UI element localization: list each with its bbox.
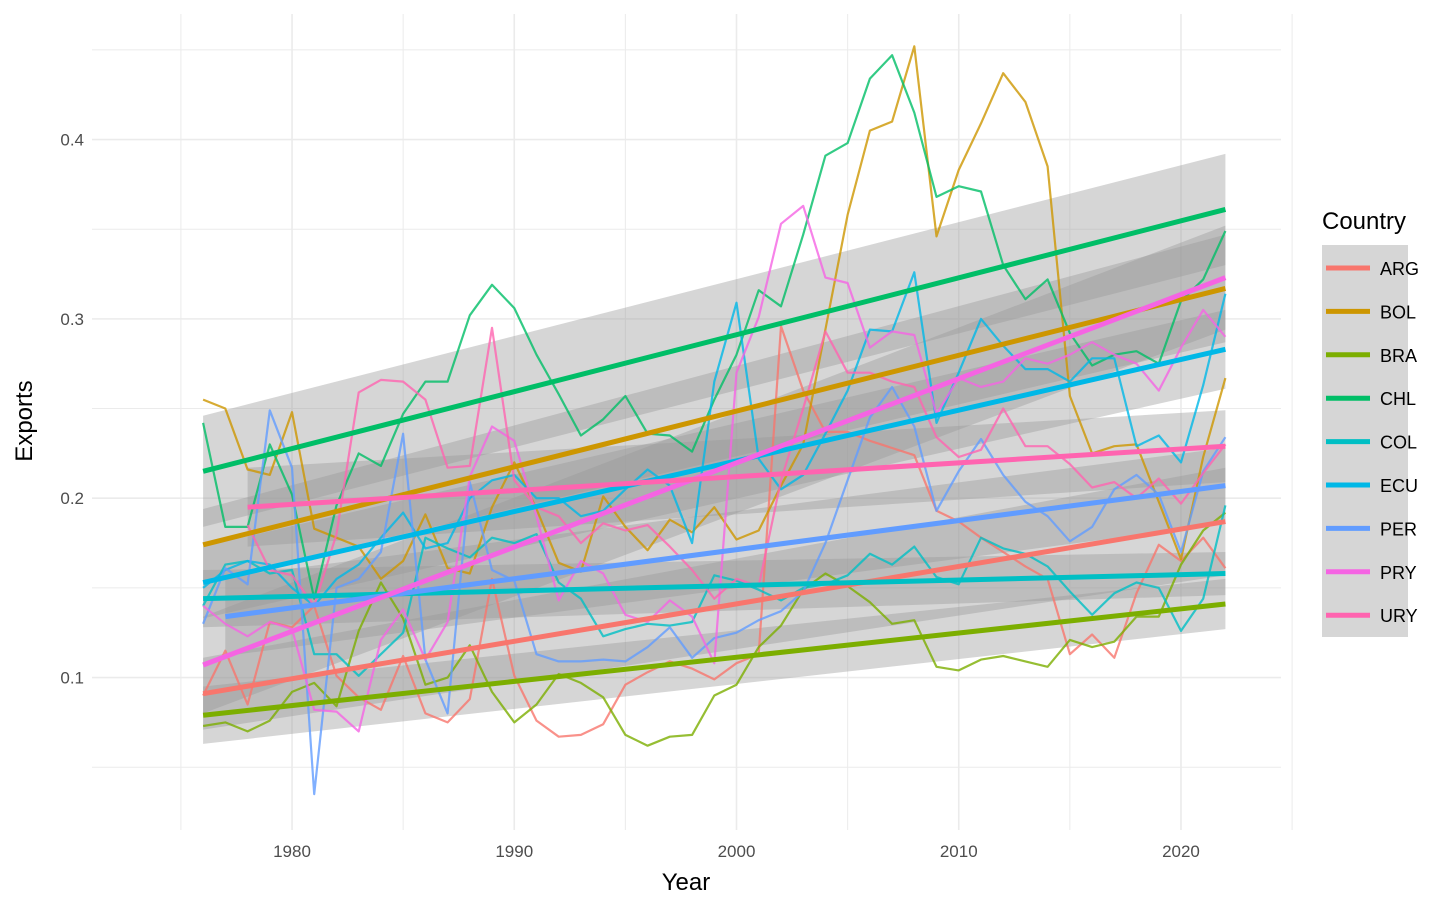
- x-tick-label: 1990: [495, 842, 533, 861]
- legend-label-bol: BOL: [1380, 302, 1416, 322]
- x-tick-label: 2020: [1162, 842, 1200, 861]
- x-axis-title: Year: [662, 869, 711, 896]
- series-line-col: [202, 505, 1227, 677]
- y-tick-label: 0.1: [60, 669, 84, 688]
- trend-line-bol: [202, 285, 1227, 548]
- legend-title: Country: [1322, 208, 1406, 235]
- legend-label-ury: URY: [1380, 606, 1418, 626]
- series-line-arg: [202, 325, 1227, 738]
- trend-line-col: [203, 571, 1226, 602]
- legend-label-col: COL: [1380, 433, 1417, 453]
- series-line-ecu: [202, 271, 1227, 607]
- y-tick-label: 0.4: [60, 131, 84, 150]
- series-line-pry: [202, 204, 1227, 733]
- x-tick-label: 1980: [273, 842, 311, 861]
- legend-label-pry: PRY: [1380, 563, 1417, 583]
- y-tick-label: 0.2: [60, 489, 84, 508]
- legend-label-per: PER: [1380, 519, 1417, 539]
- series-line-chl: [202, 54, 1227, 600]
- trend-lines: [202, 207, 1227, 718]
- legend-label-chl: CHL: [1380, 389, 1416, 409]
- trend-line-ecu: [202, 346, 1226, 585]
- trend-line-arg: [202, 519, 1226, 697]
- trend-line-pry: [202, 275, 1227, 668]
- y-axis-title: Exports: [11, 380, 38, 461]
- series-line-bol: [202, 45, 1227, 580]
- trend-line-bra: [202, 601, 1226, 718]
- legend-label-ecu: ECU: [1380, 476, 1418, 496]
- trend-line-chl: [202, 207, 1227, 474]
- legend: Country ARG BOL BRA CHL COL ECU PER PRY URY: [1322, 208, 1419, 637]
- series-line-per: [202, 385, 1227, 796]
- y-tick-label: 0.3: [60, 310, 84, 329]
- legend-items: ARG BOL BRA CHL COL ECU PER PRY URY: [1326, 259, 1419, 626]
- grid-lines: [92, 14, 1293, 830]
- x-tick-label: 2010: [940, 842, 978, 861]
- x-axis-ticks: 1980 1990 2000 2010 2020: [273, 842, 1200, 861]
- legend-label-arg: ARG: [1380, 259, 1419, 279]
- y-axis-ticks: 0.1 0.2 0.3 0.4: [60, 131, 84, 688]
- trend-line-ury: [247, 443, 1226, 510]
- legend-label-bra: BRA: [1380, 346, 1417, 366]
- x-tick-label: 2000: [718, 842, 756, 861]
